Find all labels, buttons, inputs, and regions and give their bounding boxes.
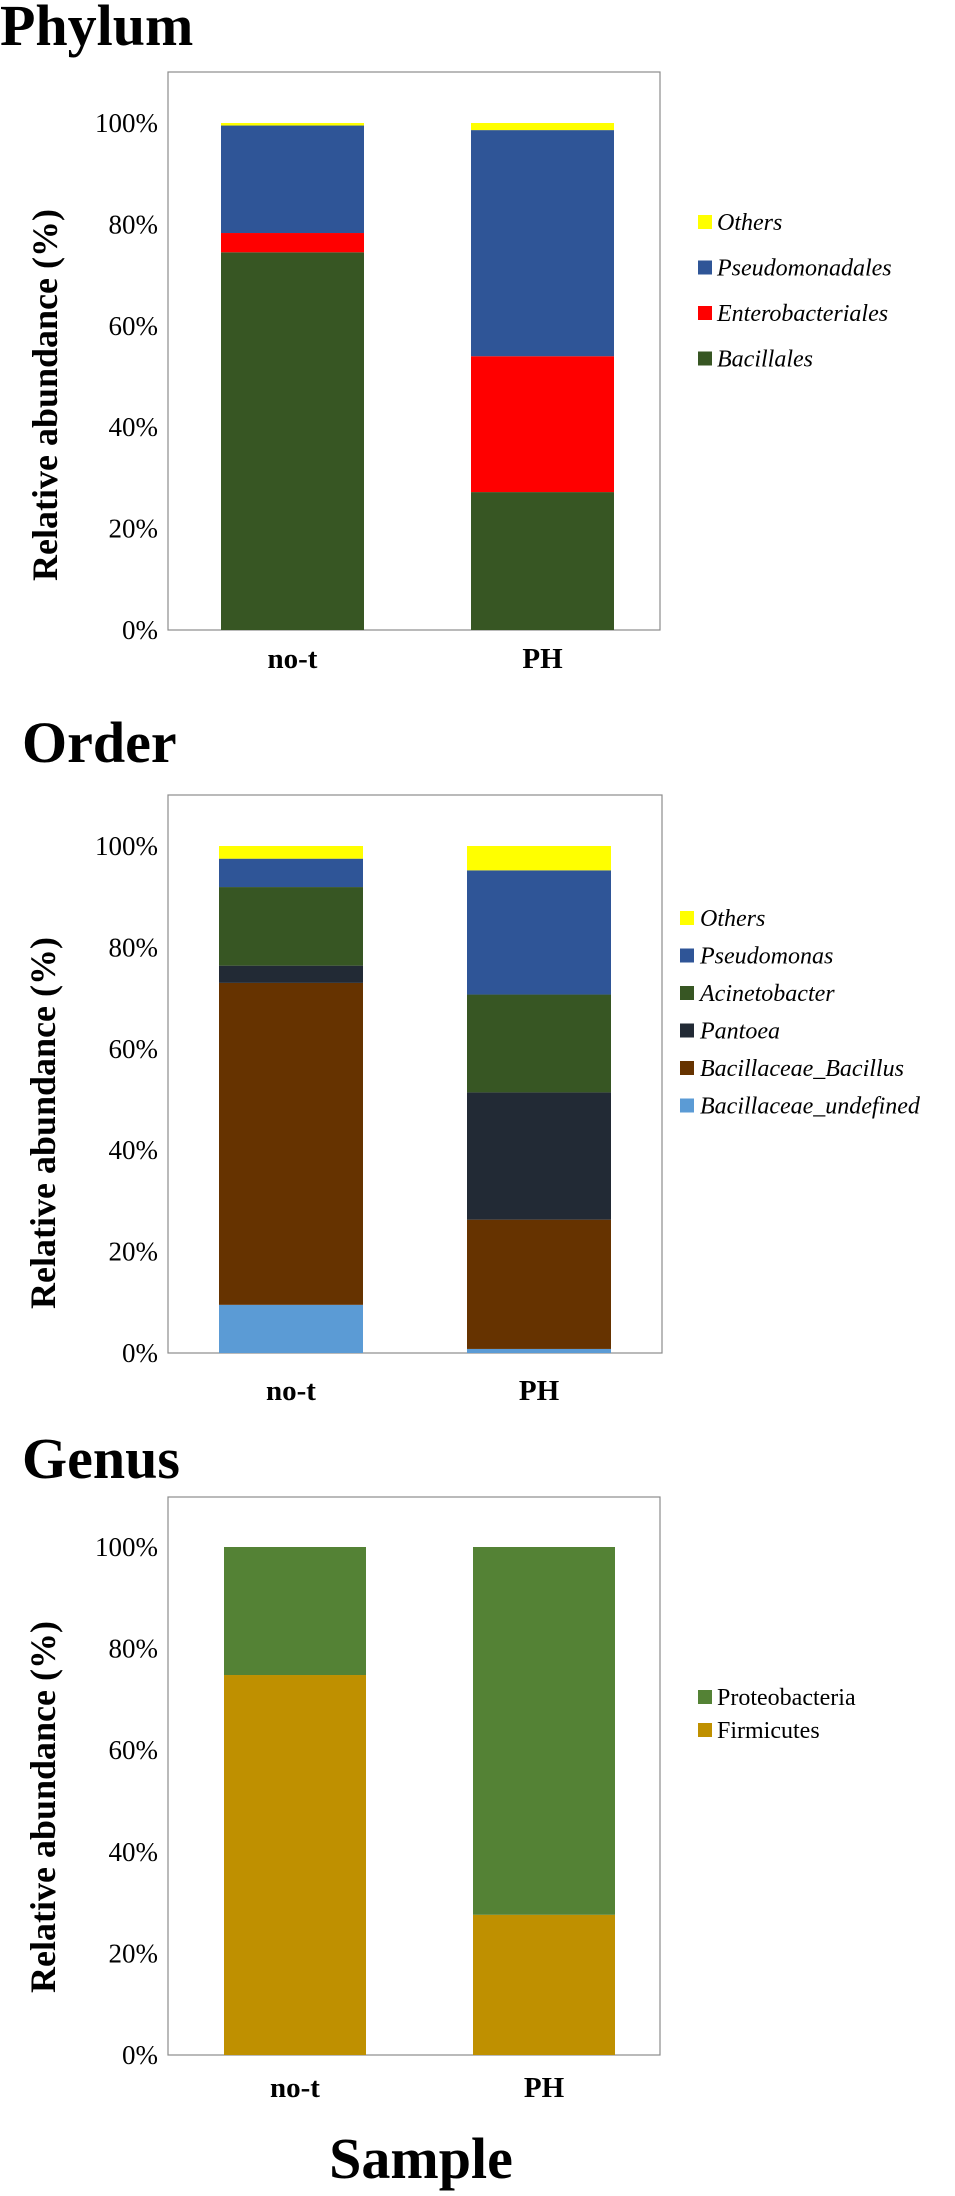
x-axis-title: Sample xyxy=(329,2126,513,2191)
chart0-bar-PH-Bacillales xyxy=(471,492,614,630)
chart1-bar-no-t-Bacillaceae_Bacillus xyxy=(219,982,363,1305)
chart2-legend-label: Proteobacteria xyxy=(717,1685,856,1711)
chart2-ytick-label: 0% xyxy=(122,2040,158,2070)
chart1-bar-PH-Bacillaceae_undefined xyxy=(467,1348,611,1353)
chart2-ytick-label: 80% xyxy=(109,1634,159,1664)
chart0-ytick-label: 100% xyxy=(95,108,158,138)
chart1-legend-swatch xyxy=(680,948,694,963)
chart0-panel: Phylum 0% 20% 40% 60% 80% 100% Relative abundan… xyxy=(0,0,892,675)
chart1-y-axis-label: Relative abundance (%) xyxy=(23,937,63,1309)
chart2-xtick-label: no-t xyxy=(270,2072,320,2104)
chart0-bar-no-t-Enterobacteriales xyxy=(221,233,364,253)
chart1-bar-PH-Pantoea xyxy=(467,1092,611,1220)
chart2-legend-swatch xyxy=(698,1723,712,1737)
chart0-legend-swatch xyxy=(698,351,712,366)
chart1-ytick-label: 80% xyxy=(109,932,159,962)
chart2-title: Genus xyxy=(22,1426,180,1491)
chart1-legend-label: Acinetobacter xyxy=(698,981,835,1007)
chart1-ytick-label: 100% xyxy=(95,831,158,861)
chart1-legend-label: Pantoea xyxy=(699,1019,780,1045)
chart0-ytick-label: 40% xyxy=(109,412,159,442)
chart0-legend-swatch xyxy=(698,215,712,229)
chart1-bar-PH-Bacillaceae_Bacillus xyxy=(467,1219,611,1349)
chart0-legend-label: Enterobacteriales xyxy=(716,301,888,327)
chart2-ytick-label: 40% xyxy=(109,1837,159,1867)
chart2-ytick-label: 60% xyxy=(109,1735,159,1765)
chart0-bar-PH-Others xyxy=(471,123,614,131)
chart1-ytick-label: 20% xyxy=(109,1237,159,1267)
chart1-legend-label: Bacillaceae_undefined xyxy=(700,1094,921,1120)
chart1-legend-label: Pseudomonas xyxy=(699,944,833,970)
chart1-panel: Order 0% 20% 40% 60% 80% 100% Relative abundanc… xyxy=(22,710,921,1407)
chart2-xtick-label: PH xyxy=(524,2072,565,2104)
chart1-bar-no-t-Acinetobacter xyxy=(219,887,363,966)
chart1-bar-no-t-Pantoea xyxy=(219,965,363,983)
chart2-bar-PH-Firmicutes xyxy=(473,1914,615,2055)
chart0-bar-no-t-Others xyxy=(221,123,364,126)
chart2-ytick-label: 20% xyxy=(109,1938,159,1968)
chart1-xtick-label: no-t xyxy=(266,1375,316,1407)
chart0-title: Phylum xyxy=(0,0,193,58)
chart1-bar-PH-Acinetobacter xyxy=(467,994,611,1093)
chart0-legend-label: Bacillales xyxy=(717,347,813,373)
chart1-ytick-label: 40% xyxy=(109,1135,159,1165)
chart1-legend-swatch xyxy=(680,1023,694,1038)
chart0-xtick-label: no-t xyxy=(268,643,318,675)
chart2-y-axis-label: Relative abundance (%) xyxy=(23,1621,63,1993)
chart0-legend-swatch xyxy=(698,260,712,275)
chart2-legend-swatch xyxy=(698,1690,712,1704)
chart1-bar-PH-Pseudomonas xyxy=(467,870,611,995)
chart2-panel: Genus 0% 20% 40% 60% 80% 100% Relative abundanc… xyxy=(22,1426,856,2104)
chart1-legend-swatch xyxy=(680,911,694,925)
chart0-legend-swatch xyxy=(698,306,712,320)
chart1-bar-PH-Others xyxy=(467,846,611,871)
chart1-legend-label: Bacillaceae_Bacillus xyxy=(700,1056,904,1082)
chart2-bar-PH-Proteobacteria xyxy=(473,1547,615,1915)
chart0-ytick-label: 80% xyxy=(109,209,159,239)
chart1-legend-swatch xyxy=(680,986,694,1000)
chart1-ytick-label: 60% xyxy=(109,1034,159,1064)
chart2-ytick-label: 100% xyxy=(95,1532,158,1562)
chart1-legend-swatch xyxy=(680,1098,694,1113)
chart0-bar-PH-Enterobacteriales xyxy=(471,356,614,493)
chart0-xtick-label: PH xyxy=(522,643,563,675)
chart1-xtick-label: PH xyxy=(519,1375,560,1407)
chart1-bar-no-t-Bacillaceae_undefined xyxy=(219,1304,363,1353)
chart0-legend-label: Others xyxy=(717,210,782,236)
chart1-ytick-label: 0% xyxy=(122,1338,158,1368)
chart1-bar-no-t-Pseudomonas xyxy=(219,858,363,888)
chart2-bar-no-t-Firmicutes xyxy=(224,1675,366,2055)
chart1-bar-no-t-Others xyxy=(219,846,363,859)
chart0-ytick-label: 60% xyxy=(109,311,159,341)
chart1-legend-label: Others xyxy=(700,906,765,932)
chart1-legend-swatch xyxy=(680,1061,694,1075)
chart2-legend-label: Firmicutes xyxy=(717,1718,820,1744)
chart0-legend-label: Pseudomonadales xyxy=(716,256,892,282)
chart0-bar-no-t-Bacillales xyxy=(221,252,364,630)
chart2-bar-no-t-Proteobacteria xyxy=(224,1547,366,1676)
chart0-ytick-label: 20% xyxy=(109,514,159,544)
chart0-ytick-label: 0% xyxy=(122,615,158,645)
chart0-bar-PH-Pseudomonadales xyxy=(471,130,614,357)
chart0-y-axis-label: Relative abundance (%) xyxy=(25,209,65,581)
chart0-bar-no-t-Pseudomonadales xyxy=(221,125,364,234)
chart1-title: Order xyxy=(22,710,177,775)
